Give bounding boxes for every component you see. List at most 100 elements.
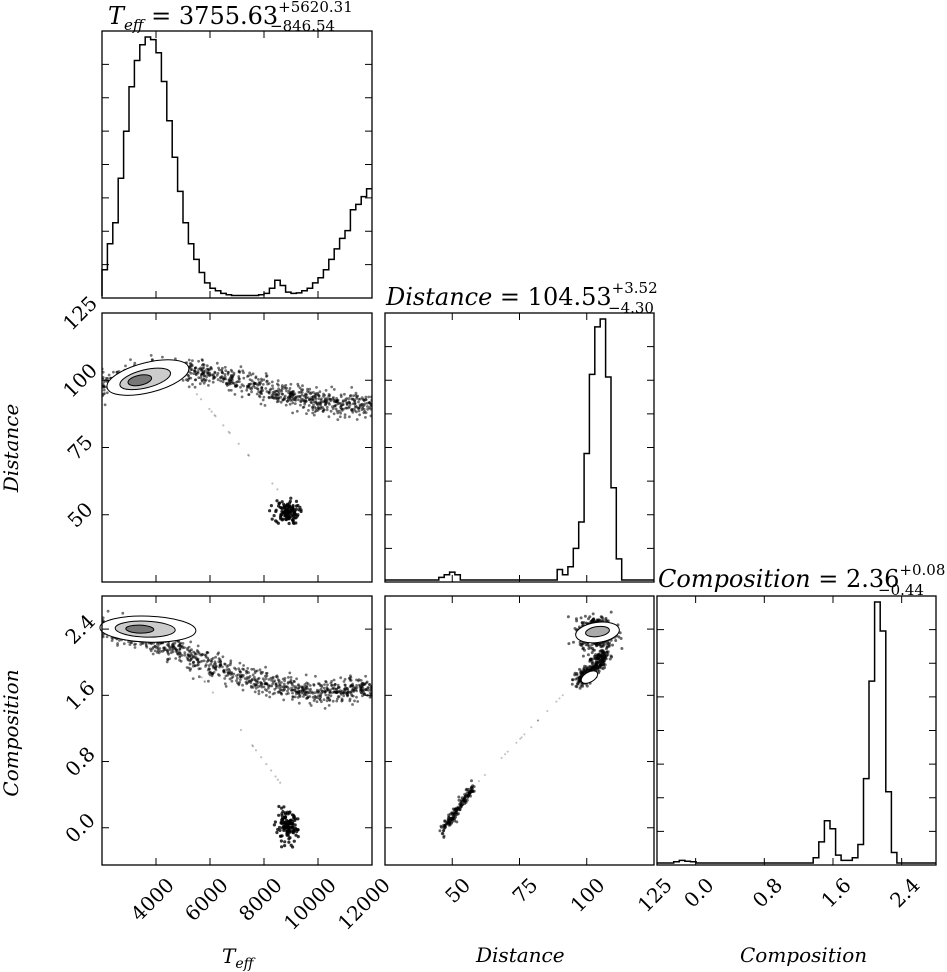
scatter-distance-vs-teff-point [291,394,295,398]
scatter-composition-vs-distance-point [483,774,486,776]
scatter-distance-vs-teff-point [307,404,311,407]
scatter-composition-vs-distance-point [578,686,582,690]
scatter-composition-vs-teff-point [294,833,298,837]
scatter-distance-vs-teff-point [191,383,194,386]
scatter-composition-vs-teff-point [228,663,232,667]
scatter-composition-vs-teff-point [279,839,283,843]
scatter-composition-vs-teff-point [268,695,272,699]
scatter-distance-vs-teff-point [286,396,290,400]
scatter-composition-vs-teff-point [202,659,206,663]
scatter-composition-vs-teff-point [254,749,258,752]
scatter-distance-vs-teff-point [348,415,351,419]
scatter-distance-vs-teff-point [274,396,277,400]
x-tick-label-teff: 4000 [126,873,179,926]
scatter-distance-vs-teff-point [365,401,369,405]
scatter-composition-vs-teff-point [284,821,289,825]
scatter-distance-vs-teff-point [187,358,191,362]
scatter-composition-vs-teff-point [197,675,201,679]
histogram-composition [657,601,936,864]
scatter-distance-vs-teff-point [102,380,106,384]
scatter-distance-vs-teff-point [261,398,265,402]
scatter-distance-vs-teff-point [276,488,279,491]
scatter-distance-vs-teff-point [294,521,298,525]
scatter-composition-vs-teff-point [273,820,277,824]
scatter-distance-vs-teff-point [201,367,205,370]
scatter-composition-vs-teff-point [332,684,336,687]
ylabel-composition: Composition [0,669,23,796]
scatter-distance-vs-teff-point [216,378,220,382]
scatter-distance-vs-teff-point [247,393,251,396]
scatter-distance-vs-teff-point [133,361,137,365]
scatter-composition-vs-teff-point [205,651,209,655]
scatter-composition-vs-teff-point [166,649,170,652]
scatter-distance-vs-teff-point [221,380,225,384]
scatter-composition-vs-teff-point [287,829,291,834]
scatter-composition-vs-distance-point [617,635,621,639]
scatter-composition-vs-distance-point [589,646,593,650]
scatter-distance-vs-teff-point [214,415,217,418]
scatter-distance-vs-teff-point [276,521,280,525]
scatter-composition-vs-distance-point [578,643,582,647]
scatter-distance-vs-teff-point [327,397,331,401]
scatter-distance-vs-teff-point [287,501,292,505]
scatter-composition-vs-distance-point [515,741,518,744]
scatter-composition-vs-teff-point [279,781,282,784]
scatter-distance-vs-teff-point [246,375,249,378]
scatter-distance-vs-teff-point [227,378,231,382]
scatter-distance-vs-teff-point [211,373,215,377]
scatter-distance-vs-teff-point [359,404,362,408]
scatter-composition-vs-distance-point [583,648,586,652]
scatter-distance-vs-teff-point [334,407,338,411]
scatter-composition-vs-teff-point [343,677,347,681]
scatter-composition-vs-teff-point [268,684,272,688]
scatter-distance-vs-teff-point [202,374,206,378]
scatter-distance-vs-teff-point [270,380,274,384]
scatter-distance-vs-teff-point [294,507,298,511]
scatter-composition-vs-teff-point [264,677,268,680]
scatter-composition-vs-distance-point [604,618,608,622]
scatter-composition-vs-distance-point [558,697,561,700]
scatter-composition-vs-teff-point [169,651,173,655]
scatter-composition-vs-teff-point [264,694,268,697]
scatter-composition-vs-distance-point [448,817,452,820]
scatter-distance-vs-teff-point [284,403,288,407]
scatter-composition-vs-distance-point [592,666,596,669]
panel-frame-teff-distance [101,312,373,583]
scatter-distance-vs-teff-point [293,513,297,517]
scatter-composition-vs-teff-point [315,700,319,704]
scatter-distance-vs-teff-point [366,407,369,411]
scatter-composition-vs-distance-point [561,694,564,697]
scatter-distance-vs-teff-point [364,411,368,415]
scatter-distance-vs-teff-point [221,366,224,370]
scatter-distance-vs-teff-point [327,394,331,398]
scatter-composition-vs-teff-point [271,677,275,680]
scatter-distance-vs-teff-point [283,512,287,517]
scatter-composition-vs-teff-point [225,668,229,672]
scatter-distance-vs-teff-point [277,383,280,387]
scatter-distance-vs-teff-point [345,402,349,405]
scatter-composition-vs-teff-point [197,663,200,667]
scatter-composition-vs-distance-point [454,815,457,819]
scatter-composition-vs-distance-point [500,756,503,759]
scatter-distance-vs-teff-point [271,482,274,485]
scatter-distance-vs-teff-point [297,391,301,394]
scatter-distance-vs-teff-point [257,378,260,381]
scatter-composition-vs-teff-point [105,635,109,639]
scatter-composition-vs-teff-point [224,674,228,678]
scatter-composition-vs-teff-point [257,689,261,693]
scatter-distance-vs-teff-point [194,372,198,376]
scatter-composition-vs-teff-point [167,644,170,648]
scatter-distance-vs-teff-point [213,414,216,417]
scatter-distance-vs-teff-point [308,387,312,391]
scatter-distance-vs-teff-point [187,376,191,380]
scatter-distance-vs-teff-point [283,387,287,390]
scatter-composition-vs-teff-point [314,674,317,678]
scatter-composition-vs-teff-point [335,699,339,703]
scatter-composition-vs-distance-point [603,663,607,667]
scatter-composition-vs-distance-point [456,812,460,816]
scatter-composition-vs-teff-point [133,646,137,649]
scatter-composition-vs-teff-point [290,686,293,690]
scatter-composition-vs-distance-point [586,653,590,657]
scatter-distance-vs-teff-point [325,405,329,409]
scatter-composition-vs-teff-point [177,640,180,643]
